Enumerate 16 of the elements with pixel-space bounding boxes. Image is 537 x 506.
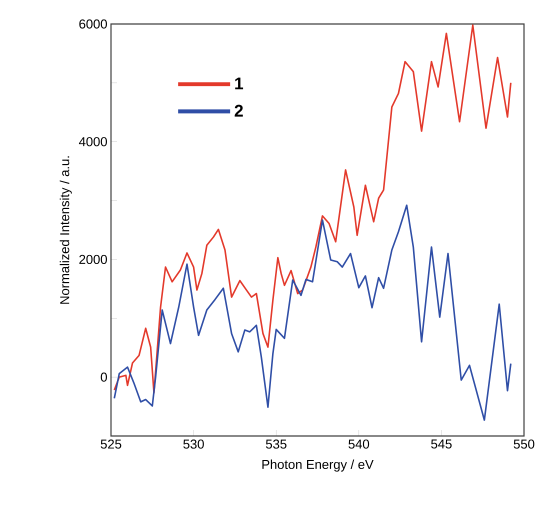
x-tick-label: 540 — [348, 440, 370, 449]
y-tick-label: 4000 — [78, 137, 107, 146]
line-series — [114, 204, 512, 421]
legend-label: 1 — [235, 78, 244, 90]
legend-label: 2 — [234, 104, 243, 117]
x-axis-title: Photon Energy / eV — [262, 460, 374, 472]
y-tick-label: 2000 — [79, 254, 107, 264]
y-tick-label: 6000 — [79, 19, 107, 29]
y-axis-title: Normalized Intensity / a.u. — [60, 156, 72, 304]
x-tick-label: 550 — [514, 440, 534, 449]
x-tick-label: 525 — [100, 440, 122, 449]
line-series — [114, 24, 512, 394]
y-tick-label: 0 — [100, 372, 107, 382]
x-tick-label: 530 — [183, 440, 204, 449]
x-tick-label: 545 — [431, 440, 452, 449]
x-tick-label: 535 — [266, 440, 286, 449]
